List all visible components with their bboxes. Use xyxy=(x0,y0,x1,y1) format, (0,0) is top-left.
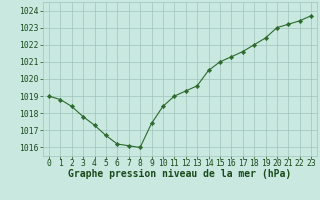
X-axis label: Graphe pression niveau de la mer (hPa): Graphe pression niveau de la mer (hPa) xyxy=(68,169,292,179)
